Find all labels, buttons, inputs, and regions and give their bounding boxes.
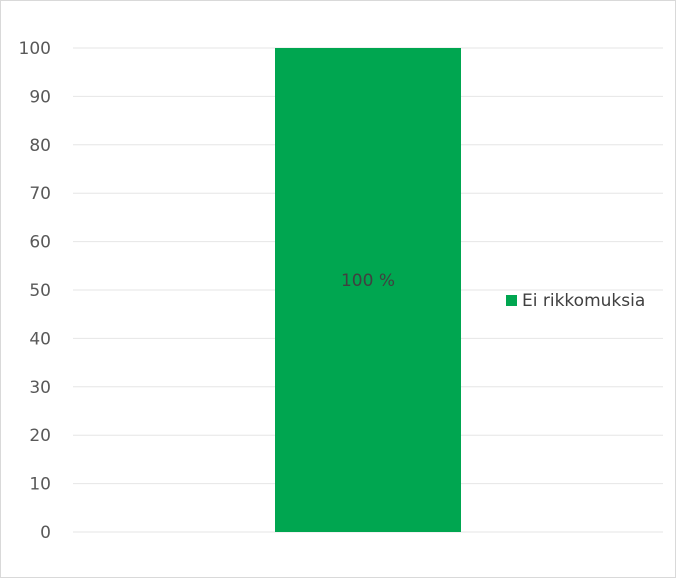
legend-swatch [506,295,517,306]
bar-ei-rikkomuksia-0 [275,48,461,532]
y-tick-label-10: 10 [29,475,51,495]
y-tick-label-0: 0 [40,523,51,543]
legend-label-ei-rikkomuksia: Ei rikkomuksia [522,291,645,311]
data-label-0: 100 % [341,271,395,291]
y-tick-label-30: 30 [29,378,51,398]
y-tick-label-40: 40 [29,329,51,349]
y-tick-label-20: 20 [29,426,51,446]
y-tick-label-60: 60 [29,233,51,253]
legend: Ei rikkomuksia [506,291,645,311]
y-tick-label-90: 90 [29,87,51,107]
y-tick-label-80: 80 [29,136,51,156]
y-axis-ticks: 0 10 20 30 40 50 60 70 80 90 100 [19,39,51,543]
y-tick-label-50: 50 [29,281,51,301]
y-tick-label-70: 70 [29,184,51,204]
data-labels: 100 % [341,271,395,291]
bars [275,48,461,532]
y-tick-label-100: 100 [19,39,51,59]
